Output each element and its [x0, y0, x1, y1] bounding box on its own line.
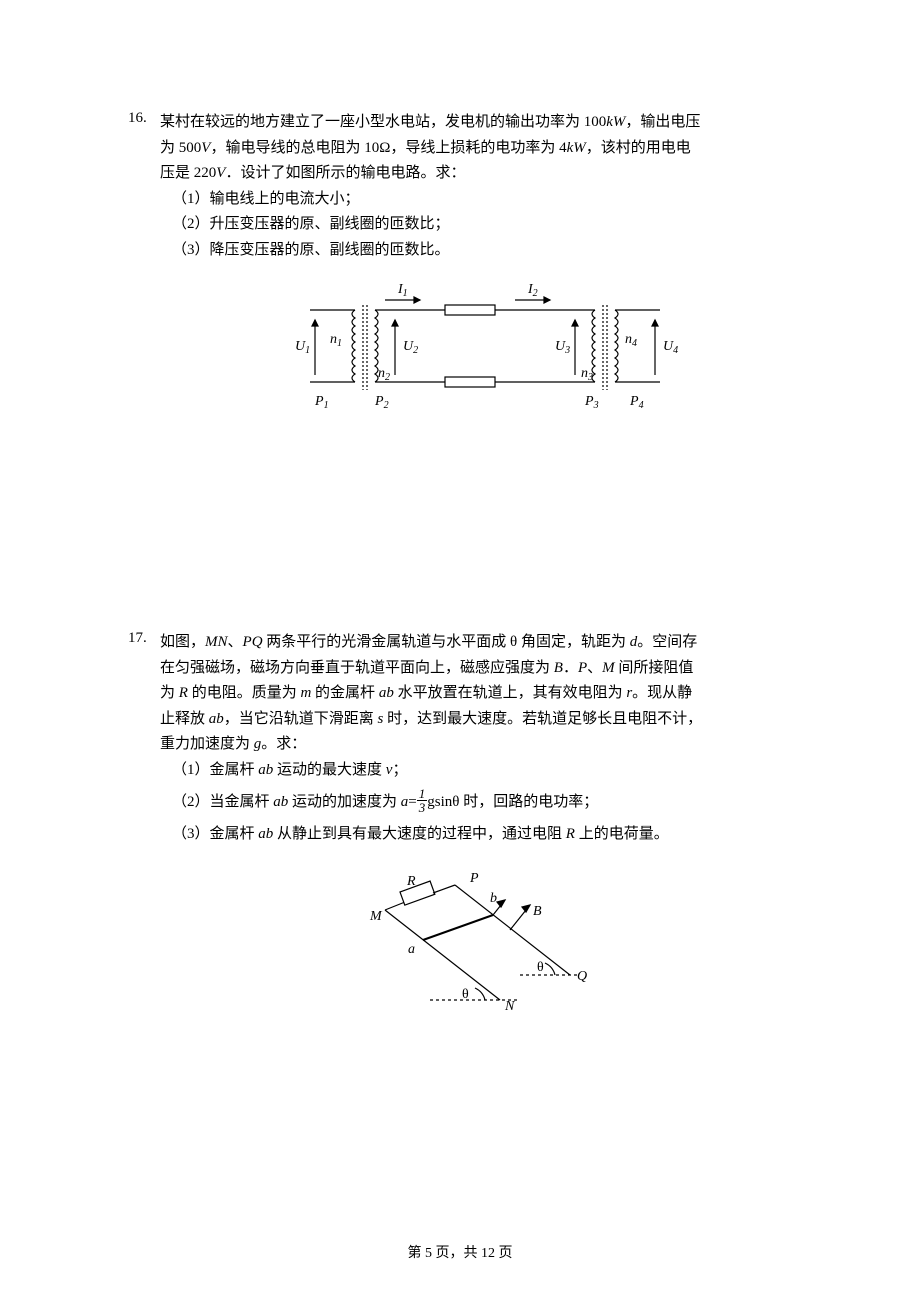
text: 在匀强磁场，磁场方向垂直于轨道平面向上，磁感应强度为	[160, 660, 554, 676]
text: ，当它沿轨道下滑距离	[224, 711, 378, 727]
text: 水平放置在轨道上，其有效电阻为	[394, 685, 627, 701]
svg-text:P2: P2	[374, 394, 389, 411]
text: 为	[160, 685, 179, 701]
var: PQ	[243, 634, 263, 650]
text: ．设计了如图所示的输电电路。求：	[225, 165, 465, 181]
text: 为 500	[160, 140, 201, 156]
sub-question-3: （3）金属杆 ab 从静止到具有最大速度的过程中，通过电阻 R 上的电荷量。	[160, 822, 810, 848]
text: gsinθ 时，回路的电功率；	[427, 794, 598, 810]
text: 的金属杆	[311, 685, 379, 701]
svg-text:U2: U2	[403, 339, 418, 356]
problem-17: 17. 如图，MN、PQ 两条平行的光滑金属轨道与水平面成 θ 角固定，轨距为 …	[160, 630, 810, 1025]
svg-text:P1: P1	[314, 394, 329, 411]
text: 止释放	[160, 711, 209, 727]
sub-question-3: （3）降压变压器的原、副线圈的匝数比。	[160, 238, 810, 264]
text: （3）金属杆	[172, 826, 258, 842]
svg-text:a: a	[408, 942, 415, 957]
text: ，输出电压	[625, 114, 700, 130]
text: ．	[563, 660, 578, 676]
unit: kW	[567, 140, 586, 156]
sub-question-1: （1）金属杆 ab 运动的最大速度 v；	[160, 758, 810, 784]
var: M	[602, 660, 615, 676]
problem-17-text: 如图，MN、PQ 两条平行的光滑金属轨道与水平面成 θ 角固定，轨距为 d。空间…	[160, 630, 810, 848]
var: MN	[205, 634, 228, 650]
var: B	[554, 660, 563, 676]
text: 。求：	[261, 736, 306, 752]
problem-16: 16. 某村在较远的地方建立了一座小型水电站，发电机的输出功率为 100kW，输…	[160, 110, 810, 430]
var: ab	[209, 711, 224, 727]
var: m	[300, 685, 311, 701]
page-number: 5	[425, 1246, 432, 1261]
circuit-diagram: I1 I2 U1 U2 U3 U4 n1 n2 n3 n4 P1 P2 P3 P…	[160, 275, 810, 430]
svg-text:P4: P4	[629, 394, 644, 411]
text: 如图，	[160, 634, 205, 650]
page-total: 12	[481, 1246, 495, 1261]
problem-number: 16.	[128, 110, 147, 127]
svg-text:U1: U1	[295, 339, 310, 356]
sub-question-2: （2）升压变压器的原、副线圈的匝数比；	[160, 212, 810, 238]
svg-text:I1: I1	[397, 282, 408, 299]
text: 上的电荷量。	[575, 826, 669, 842]
text: 、	[587, 660, 602, 676]
var: ab	[258, 826, 273, 842]
svg-text:N: N	[504, 999, 515, 1014]
text: 间所接阻值	[615, 660, 694, 676]
text: 时，达到最大速度。若轨道足够长且电阻不计，	[383, 711, 702, 727]
sub-question-1: （1）输电线上的电流大小；	[160, 187, 810, 213]
unit: kW	[606, 114, 625, 130]
text: ；	[392, 762, 407, 778]
text: 运动的加速度为	[288, 794, 401, 810]
text: ，输电导线的总电阻为 10Ω，导线上损耗的电功率为 4	[210, 140, 566, 156]
text: （2）当金属杆	[172, 794, 273, 810]
svg-text:n1: n1	[330, 332, 342, 349]
text: 压是 220	[160, 165, 216, 181]
problem-16-text: 某村在较远的地方建立了一座小型水电站，发电机的输出功率为 100kW，输出电压 …	[160, 110, 810, 263]
svg-text:θ: θ	[537, 960, 544, 975]
svg-text:I2: I2	[527, 282, 538, 299]
var: ab	[379, 685, 394, 701]
footer-prefix: 第	[408, 1246, 426, 1261]
svg-text:Q: Q	[577, 969, 587, 984]
text: =	[408, 794, 416, 810]
text: 两条平行的光滑金属轨道与水平面成 θ 角固定，轨距为	[263, 634, 630, 650]
text: 从静止到具有最大速度的过程中，通过电阻	[273, 826, 566, 842]
sub-question-2: （2）当金属杆 ab 运动的加速度为 a=13gsinθ 时，回路的电功率；	[160, 789, 810, 816]
svg-text:B: B	[533, 904, 542, 919]
svg-text:n3: n3	[581, 366, 593, 383]
svg-text:n2: n2	[378, 366, 390, 383]
text: 运动的最大速度	[273, 762, 386, 778]
svg-text:n4: n4	[625, 332, 637, 349]
text: 某村在较远的地方建立了一座小型水电站，发电机的输出功率为 100	[160, 114, 606, 130]
text: 、	[228, 634, 243, 650]
fraction: 13	[417, 787, 428, 814]
svg-text:P: P	[469, 871, 479, 886]
text: ，该村的用电电	[586, 140, 691, 156]
svg-text:U3: U3	[555, 339, 570, 356]
var: ab	[258, 762, 273, 778]
svg-text:b: b	[490, 891, 497, 906]
var: P	[578, 660, 587, 676]
svg-text:P3: P3	[584, 394, 599, 411]
svg-text:U4: U4	[663, 339, 678, 356]
text: （1）金属杆	[172, 762, 258, 778]
svg-text:R: R	[406, 874, 416, 889]
text: 重力加速度为	[160, 736, 254, 752]
footer-mid: 页，共	[432, 1246, 481, 1261]
var: R	[566, 826, 575, 842]
page-footer: 第 5 页，共 12 页	[0, 1242, 920, 1262]
var: R	[179, 685, 188, 701]
svg-text:θ: θ	[462, 987, 469, 1002]
svg-text:M: M	[369, 909, 383, 924]
footer-suffix: 页	[495, 1246, 513, 1261]
problem-number: 17.	[128, 630, 147, 647]
text: 。空间存	[637, 634, 697, 650]
text: 的电阻。质量为	[188, 685, 301, 701]
text: 。现从静	[632, 685, 692, 701]
var: ab	[273, 794, 288, 810]
inclined-rail-diagram: M N P Q R a b B θ θ	[160, 860, 810, 1025]
